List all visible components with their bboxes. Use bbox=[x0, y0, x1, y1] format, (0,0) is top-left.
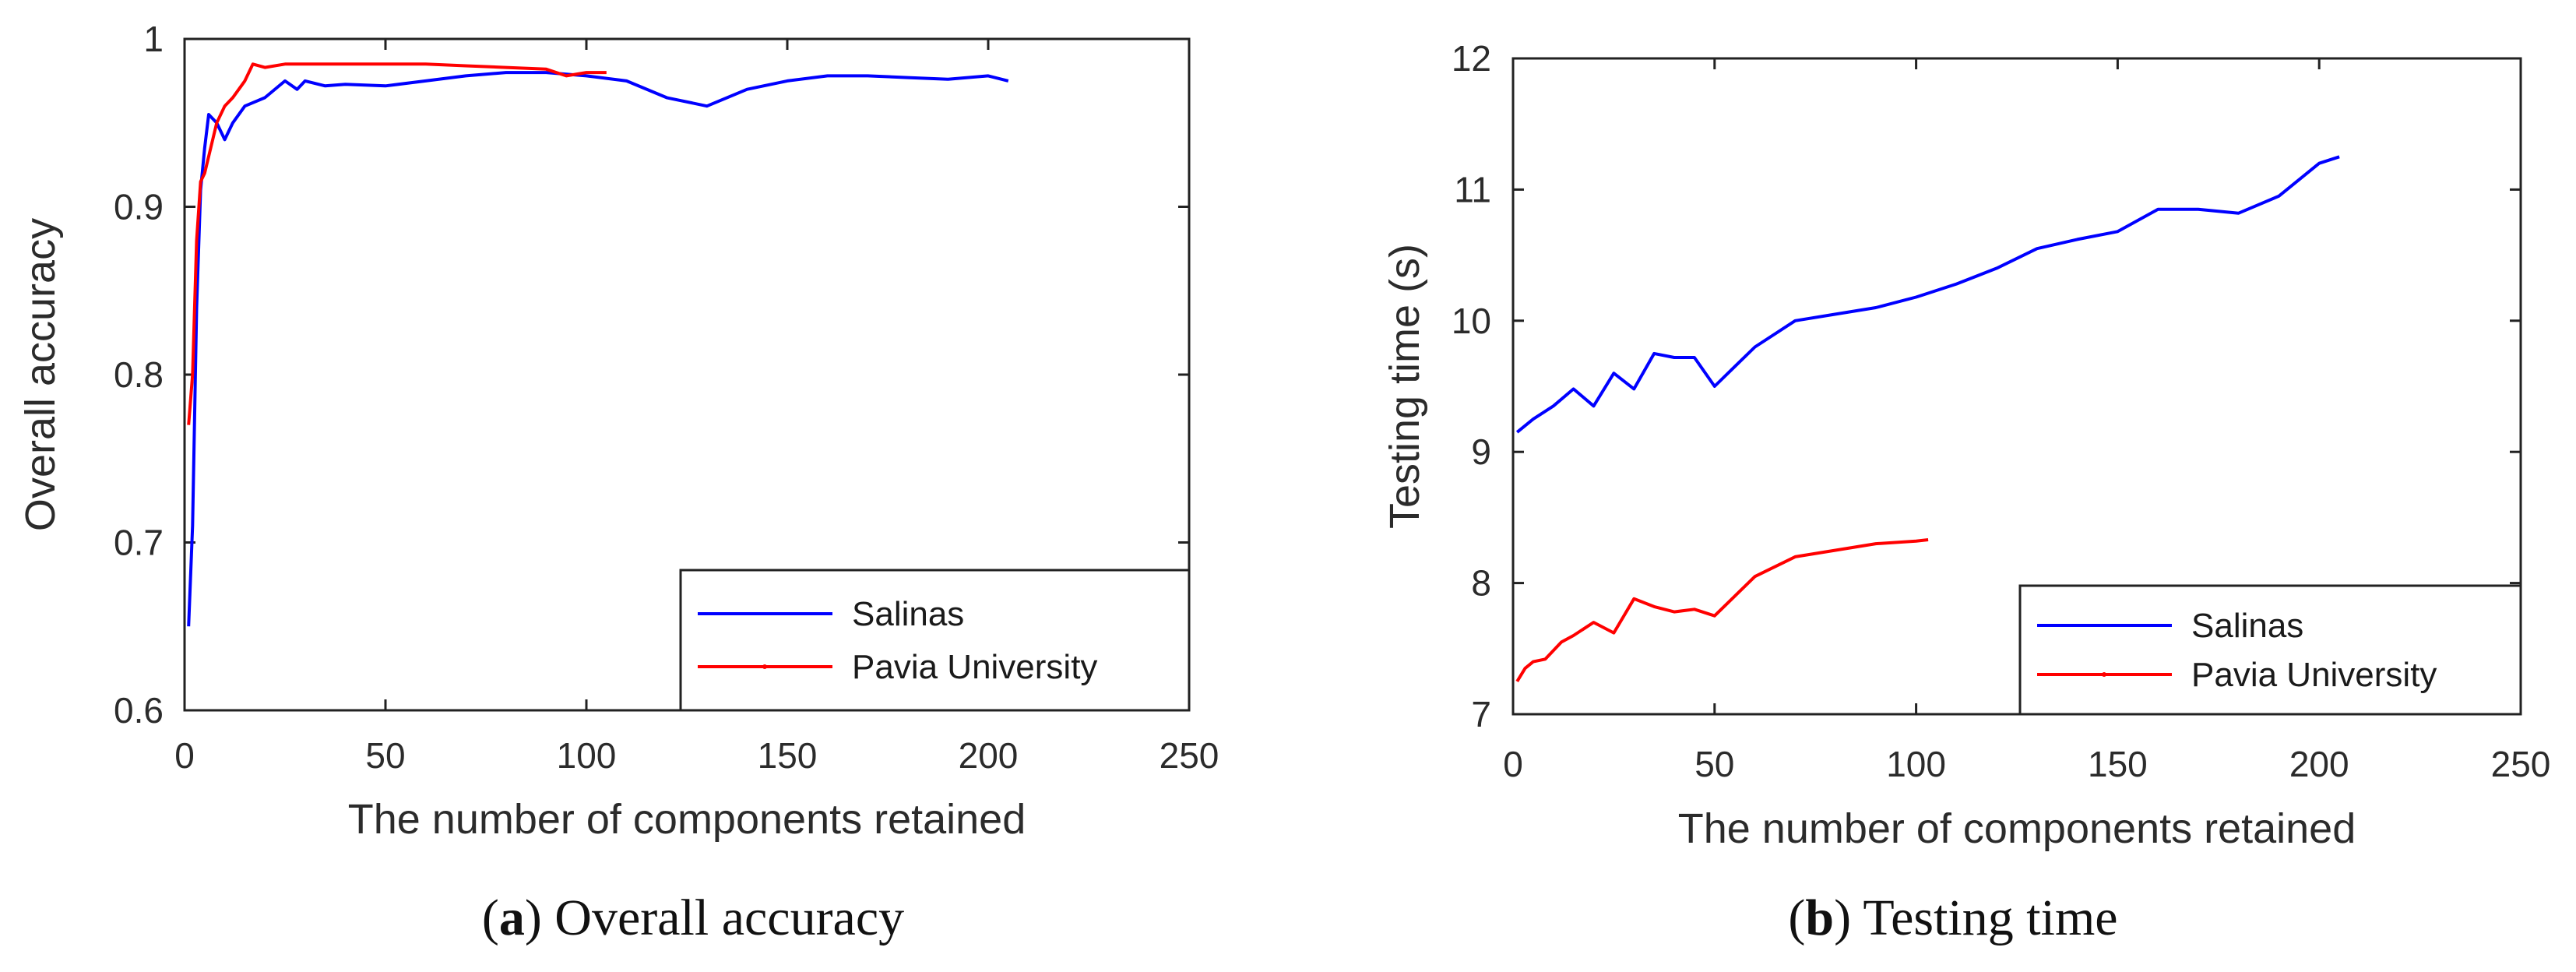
x-tick-label: 100 bbox=[557, 735, 617, 776]
y-tick-label: 0.7 bbox=[114, 523, 164, 563]
y-tick-label: 7 bbox=[1471, 694, 1491, 734]
legend-entry: Salinas bbox=[852, 595, 964, 633]
y-axis-label: Overall accuracy bbox=[17, 218, 64, 531]
y-tick-label: 0.9 bbox=[114, 187, 164, 227]
y-tick-label: 9 bbox=[1471, 431, 1491, 472]
legend-marker bbox=[2102, 672, 2106, 677]
x-tick-label: 0 bbox=[174, 735, 195, 776]
caption-b: (b) Testing time bbox=[1788, 889, 2117, 946]
y-tick-label: 0.6 bbox=[114, 690, 164, 731]
x-tick-label: 50 bbox=[365, 735, 405, 776]
caption-b-text: Testing time bbox=[1863, 889, 2117, 946]
x-tick-label: 100 bbox=[1886, 744, 1946, 784]
caption-a-text: Overall accuracy bbox=[554, 889, 904, 946]
y-axis-label: Testing time (s) bbox=[1381, 244, 1428, 529]
x-axis-label: The number of components retained bbox=[1678, 805, 2356, 852]
legend-entry: Pavia University bbox=[2191, 656, 2437, 694]
panel-b-testing-time-chart: 0 50 100 150 200 250 7 8 9 10 11 12 The number of co… bbox=[1381, 38, 2550, 852]
y-tick-label: 1 bbox=[143, 19, 164, 59]
series-line-pavia-university bbox=[1515, 538, 1929, 682]
y-tick-label: 12 bbox=[1452, 38, 1491, 79]
x-tick-label: 0 bbox=[1503, 744, 1523, 784]
y-tick-label: 0.8 bbox=[114, 354, 164, 395]
legend-entry: Pavia University bbox=[852, 648, 1097, 686]
x-tick-label: 250 bbox=[1160, 735, 1219, 776]
caption-a: (a) Overall accuracy bbox=[482, 889, 904, 946]
y-tick-label: 10 bbox=[1452, 301, 1491, 341]
x-tick-label: 250 bbox=[2491, 744, 2551, 784]
x-tick-label: 150 bbox=[758, 735, 818, 776]
x-tick-label: 200 bbox=[959, 735, 1019, 776]
caption-a-label: a bbox=[499, 889, 525, 946]
x-tick-label: 200 bbox=[2289, 744, 2349, 784]
series-line-salinas bbox=[187, 71, 1009, 627]
legend-entry: Salinas bbox=[2191, 607, 2303, 645]
caption-b-label: b bbox=[1805, 889, 1834, 946]
series-line-salinas bbox=[1515, 155, 2340, 434]
legend-marker bbox=[762, 664, 767, 669]
x-tick-label: 150 bbox=[2088, 744, 2148, 784]
y-tick-label: 8 bbox=[1471, 563, 1491, 604]
series-line-pavia-university bbox=[187, 62, 607, 425]
panel-a-accuracy-chart: 0 50 100 150 200 250 0.6 0.7 0.8 0.9 1 The number o… bbox=[17, 19, 1219, 843]
y-tick-label: 11 bbox=[1454, 169, 1491, 210]
legend-box bbox=[679, 569, 1191, 712]
x-axis-label: The number of components retained bbox=[348, 796, 1026, 843]
x-tick-label: 50 bbox=[1694, 744, 1734, 784]
legend-box bbox=[2018, 584, 2522, 716]
